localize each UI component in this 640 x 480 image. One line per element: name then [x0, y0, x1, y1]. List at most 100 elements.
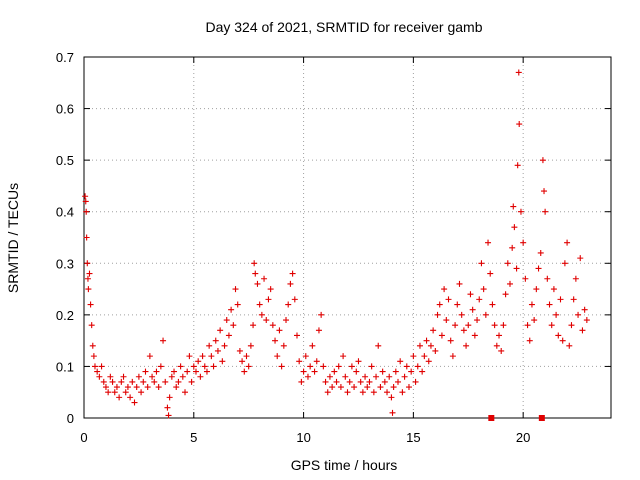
- data-point: [401, 373, 408, 380]
- data-point: [445, 296, 452, 303]
- data-point: [377, 384, 384, 391]
- data-point: [381, 378, 388, 385]
- data-point: [83, 234, 90, 241]
- data-point: [129, 378, 136, 385]
- data-point: [120, 373, 127, 380]
- data-point: [140, 378, 147, 385]
- y-tick-label: 0.6: [56, 102, 74, 117]
- data-point: [190, 363, 197, 370]
- data-point: [509, 244, 516, 251]
- data-point: [289, 270, 296, 277]
- data-point: [511, 224, 518, 231]
- data-point: [285, 301, 292, 308]
- data-point: [342, 373, 349, 380]
- x-tick-label: 0: [80, 430, 87, 445]
- data-point: [219, 358, 226, 365]
- data-point: [421, 353, 428, 360]
- data-point: [337, 384, 344, 391]
- data-point: [405, 384, 412, 391]
- data-point: [166, 394, 173, 401]
- square-marker: [538, 415, 545, 421]
- data-point: [261, 275, 268, 282]
- data-point: [86, 270, 93, 277]
- data-point: [550, 286, 557, 293]
- data-point: [203, 368, 210, 375]
- data-point: [225, 332, 232, 339]
- data-point: [471, 332, 478, 339]
- data-point: [542, 208, 549, 215]
- data-point: [412, 378, 419, 385]
- data-point: [368, 363, 375, 370]
- data-point: [109, 378, 116, 385]
- data-point: [500, 322, 507, 329]
- data-point: [105, 389, 112, 396]
- data-point: [96, 373, 103, 380]
- data-point: [307, 363, 314, 370]
- data-point: [397, 358, 404, 365]
- y-tick-label: 0.2: [56, 308, 74, 323]
- data-point: [133, 384, 140, 391]
- data-point: [517, 208, 524, 215]
- data-point: [283, 317, 290, 324]
- data-point: [570, 296, 577, 303]
- data-point: [206, 342, 213, 349]
- data-point: [553, 311, 560, 318]
- data-point: [256, 301, 263, 308]
- data-points: [82, 69, 590, 421]
- data-point: [175, 378, 182, 385]
- data-point: [331, 368, 338, 375]
- data-point: [252, 270, 259, 277]
- data-point: [514, 162, 521, 169]
- data-point: [144, 384, 151, 391]
- data-point: [83, 208, 90, 215]
- data-point: [102, 384, 109, 391]
- data-point: [366, 378, 373, 385]
- data-point: [239, 358, 246, 365]
- data-point: [506, 280, 513, 287]
- data-point: [539, 157, 546, 164]
- data-point: [480, 286, 487, 293]
- data-point: [478, 260, 485, 267]
- data-point: [460, 327, 467, 334]
- data-point: [165, 412, 172, 419]
- data-point: [201, 363, 208, 370]
- data-point: [515, 69, 522, 76]
- data-point: [230, 322, 237, 329]
- data-point: [548, 322, 555, 329]
- data-point: [504, 260, 511, 267]
- data-point: [313, 358, 320, 365]
- data-point: [333, 378, 340, 385]
- data-point: [324, 389, 331, 396]
- data-point: [113, 384, 120, 391]
- x-tick-label: 5: [190, 430, 197, 445]
- y-tick-label: 0.7: [56, 50, 74, 65]
- data-point: [353, 368, 360, 375]
- data-point: [118, 378, 125, 385]
- data-point: [430, 327, 437, 334]
- data-point: [546, 301, 553, 308]
- data-point: [454, 301, 461, 308]
- data-point: [199, 353, 206, 360]
- data-point: [568, 322, 575, 329]
- data-point: [524, 322, 531, 329]
- data-point: [579, 327, 586, 334]
- data-point: [496, 332, 503, 339]
- data-point: [379, 368, 386, 375]
- data-point: [555, 332, 562, 339]
- data-point: [510, 203, 517, 210]
- data-point: [357, 378, 364, 385]
- data-point: [469, 306, 476, 313]
- y-axis-label: SRMTID / TECUs: [5, 183, 21, 293]
- data-point: [436, 301, 443, 308]
- data-point: [410, 353, 417, 360]
- data-point: [315, 327, 322, 334]
- data-point: [228, 306, 235, 313]
- data-point: [168, 373, 175, 380]
- data-point: [250, 322, 257, 329]
- data-point: [243, 353, 250, 360]
- data-point: [188, 378, 195, 385]
- data-point: [482, 311, 489, 318]
- data-point: [452, 322, 459, 329]
- data-point: [234, 301, 241, 308]
- data-point: [487, 270, 494, 277]
